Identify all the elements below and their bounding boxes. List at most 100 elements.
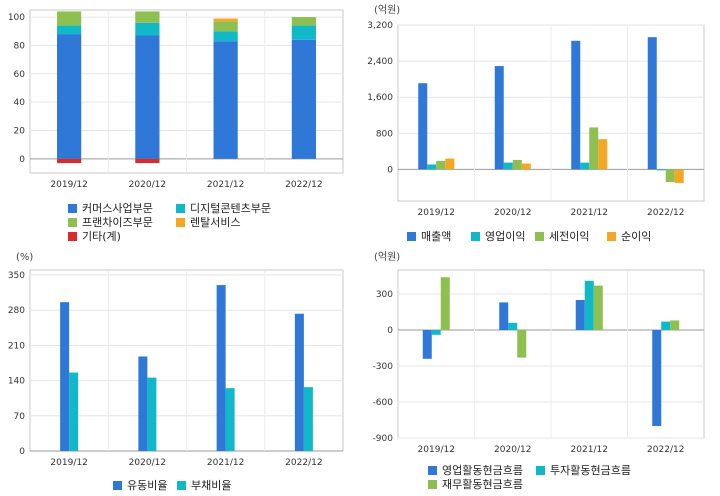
- cashflow-chart: (억원) -900 -600 -300 0 300 2019/12 2020/12 2021/1…: [360, 250, 720, 496]
- bar-2021-12-: [213, 41, 238, 159]
- y-tick-label: 2,400: [367, 57, 393, 67]
- x-tick-label: 2021/12: [571, 208, 608, 218]
- bar-2020-12-s0: [138, 356, 148, 451]
- legend-label: 기타(계): [82, 230, 121, 243]
- y-tick-label: -300: [373, 362, 394, 372]
- bar-2020-12-s0: [499, 302, 509, 330]
- bar-2020-12-: [135, 35, 160, 159]
- y-tick-label: 0: [387, 165, 393, 175]
- bar-2022-12-s1: [661, 321, 671, 330]
- legend-label: 부채비율: [191, 479, 232, 492]
- legend-item: 부채비율: [177, 477, 231, 493]
- y-tick-label: 3,200: [367, 21, 393, 31]
- bar-2019-12-s0: [422, 330, 432, 359]
- bar-2022-12-: [291, 39, 316, 159]
- legend-swatch: [471, 231, 480, 241]
- segment-share-chart: 0 20 40 60 80 100 2019/12 2020/12 2021/12 2022/12: [0, 0, 355, 200]
- y-tick-label: 0: [19, 155, 25, 165]
- legend-item: 프랜차이즈부문: [68, 214, 153, 230]
- bar-2021-12-s1: [580, 162, 590, 170]
- bar-2022-12-s2: [665, 169, 675, 183]
- y-tick-label: 800: [376, 129, 393, 139]
- legend-item: 커머스사업부문: [68, 200, 153, 216]
- bar-2020-12-s1: [508, 322, 518, 330]
- legend-swatch: [176, 203, 185, 213]
- legend-label: 투자활동현금흐름: [550, 464, 631, 477]
- y-tick-label: 140: [8, 377, 25, 387]
- bar-2019-12-: [57, 11, 82, 26]
- legend-swatch: [177, 480, 186, 490]
- bar-2019-12-s1: [69, 372, 79, 451]
- bar-2022-12-s1: [303, 387, 313, 451]
- legend-item: 영업이익: [471, 228, 525, 244]
- legend-swatch: [407, 231, 416, 241]
- bar-2019-12-: [57, 25, 82, 35]
- bar-2021-12-s2: [589, 127, 599, 170]
- y-tick-label: 210: [8, 341, 25, 351]
- bar-2021-12-s0: [575, 300, 585, 330]
- x-tick-label: 2020/12: [129, 180, 166, 190]
- y-tick-label: 0: [19, 447, 25, 457]
- legend-swatch: [428, 465, 437, 475]
- bar-2020-12-s0: [494, 66, 504, 170]
- y-tick-label: -900: [373, 434, 394, 444]
- y-tick-label: 60: [14, 70, 26, 80]
- x-tick-label: 2021/12: [207, 458, 244, 468]
- bar-2019-12-s2: [440, 277, 450, 330]
- x-tick-label: 2022/12: [647, 445, 684, 455]
- bar-2020-12-s2: [512, 159, 522, 170]
- legend-label: 세전이익: [549, 230, 590, 243]
- bar-2021-12-: [213, 21, 238, 32]
- bar-2021-12-s3: [598, 139, 608, 170]
- bar-2020-12-s2: [517, 330, 527, 358]
- legend-swatch: [68, 217, 77, 227]
- bar-2021-12-s1: [225, 388, 235, 451]
- y-tick-label: 100: [8, 13, 25, 23]
- segment-share-plot: 0 20 40 60 80 100 2019/12 2020/12 2021/12 2022/12: [8, 9, 344, 190]
- bar-2019-12-s2: [436, 160, 446, 170]
- bar-2022-12-s1: [656, 169, 666, 171]
- legend-label: 매출액: [421, 230, 452, 243]
- legend-label: 디지털콘텐츠부문: [190, 202, 271, 215]
- earnings-chart: (억원) 0 800 1,600 2,400 3,200 2019/12 2020/12 202…: [360, 0, 720, 250]
- y-tick-label: 1,600: [367, 93, 393, 103]
- legend-item: 영업활동현금흐름: [428, 462, 523, 478]
- legend-label: 영업이익: [485, 230, 526, 243]
- bar-2020-12-: [135, 11, 160, 23]
- bar-2019-12-s0: [60, 302, 70, 451]
- ratio-chart: (%) 0 70 140 210 280 350 2019/12 2020/12 2021/12 2…: [0, 250, 355, 496]
- x-tick-label: 2020/12: [494, 208, 531, 218]
- legend-swatch: [68, 203, 77, 213]
- x-tick-label: 2019/12: [50, 458, 87, 468]
- bar-2022-12-s0: [652, 330, 662, 426]
- legend-swatch: [535, 231, 544, 241]
- legend-swatch: [607, 231, 616, 241]
- legend-item: 렌탈서비스: [176, 214, 241, 230]
- legend-swatch: [113, 480, 122, 490]
- unit-label: (억원): [374, 251, 400, 263]
- legend-swatch: [536, 465, 545, 475]
- earnings-plot: (억원) 0 800 1,600 2,400 3,200 2019/12 2020/12 202…: [367, 4, 705, 218]
- y-tick-label: 70: [14, 412, 26, 422]
- x-tick-label: 2022/12: [285, 458, 322, 468]
- y-tick-label: 80: [14, 41, 26, 51]
- bar-2020-12-: [135, 158, 160, 164]
- legend-item: 재무활동현금흐름: [428, 476, 523, 492]
- y-tick-label: 300: [376, 290, 393, 300]
- legend-label: 재무활동현금흐름: [442, 478, 523, 491]
- y-tick-label: -600: [373, 398, 394, 408]
- legend-label: 유동비율: [127, 479, 168, 492]
- cashflow-plot: (억원) -900 -600 -300 0 300 2019/12 2020/12 2021/1…: [373, 251, 705, 455]
- x-tick-label: 2022/12: [285, 180, 322, 190]
- legend-item: 순이익: [607, 228, 651, 244]
- bar-2022-12-: [291, 17, 316, 26]
- bar-2021-12-: [213, 31, 238, 42]
- x-tick-label: 2019/12: [418, 445, 455, 455]
- ratio-plot: (%) 0 70 140 210 280 350 2019/12 2020/12 2021/12 2…: [8, 252, 344, 468]
- legend-label: 영업활동현금흐름: [442, 464, 523, 477]
- bar-2022-12-s3: [674, 169, 684, 183]
- x-tick-label: 2022/12: [647, 208, 684, 218]
- legend-item: 세전이익: [535, 228, 589, 244]
- x-tick-label: 2021/12: [207, 180, 244, 190]
- legend-item: 투자활동현금흐름: [536, 462, 631, 478]
